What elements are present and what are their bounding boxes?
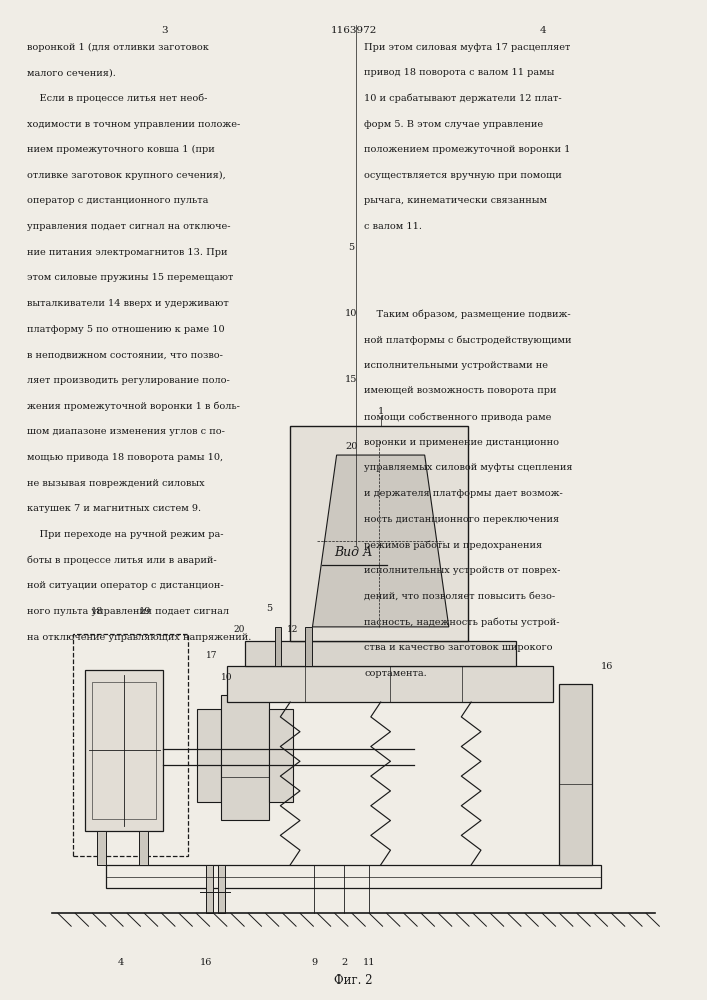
Text: режимов работы и предохранения: режимов работы и предохранения	[364, 540, 542, 550]
Bar	[106, 865, 601, 888]
Text: выталкиватели 14 вверх и удерживают: выталкиватели 14 вверх и удерживают	[28, 299, 229, 308]
Bar	[85, 670, 163, 831]
Text: Таким образом, размещение подвиж-: Таким образом, размещение подвиж-	[364, 309, 571, 319]
Text: не вызывая повреждений силовых: не вызывая повреждений силовых	[28, 479, 205, 488]
Text: дений, что позволяет повысить безо-: дений, что позволяет повысить безо-	[364, 592, 555, 601]
Bar	[559, 684, 592, 865]
Bar	[269, 709, 293, 802]
Text: 1: 1	[378, 407, 384, 416]
Text: При этом силовая муфта 17 расцепляет: При этом силовая муфта 17 расцепляет	[364, 43, 571, 52]
Text: 18: 18	[91, 607, 103, 616]
Text: и держателя платформы дает возмож-: и держателя платформы дает возмож-	[364, 489, 563, 498]
Text: помощи собственного привода раме: помощи собственного привода раме	[364, 412, 551, 422]
Text: воронкой 1 (для отливки заготовок: воронкой 1 (для отливки заготовок	[28, 43, 209, 52]
Text: на отключение управляющих напряжений.: на отключение управляющих напряжений.	[28, 633, 252, 642]
Text: ной платформы с быстродействующими: ной платформы с быстродействующими	[364, 335, 571, 345]
Text: 3: 3	[160, 26, 168, 35]
Text: положением промежуточной воронки 1: положением промежуточной воронки 1	[364, 145, 571, 154]
Text: исполнительными устройствами не: исполнительными устройствами не	[364, 361, 548, 370]
Bar	[290, 426, 468, 641]
Text: управления подает сигнал на отключе-: управления подает сигнал на отключе-	[28, 222, 230, 231]
Text: 2: 2	[341, 958, 348, 967]
Text: жения промежуточной воронки 1 в боль-: жения промежуточной воронки 1 в боль-	[28, 402, 240, 411]
Text: воронки и применение дистанционно: воронки и применение дистанционно	[364, 438, 559, 447]
Text: исполнительных устройств от поврех-: исполнительных устройств от поврех-	[364, 566, 561, 575]
Bar	[305, 627, 312, 666]
Text: этом силовые пружины 15 перемещают: этом силовые пружины 15 перемещают	[28, 273, 234, 282]
Text: 10: 10	[221, 673, 233, 682]
Text: мощью привода 18 поворота рамы 10,: мощью привода 18 поворота рамы 10,	[28, 453, 223, 462]
Text: оператор с дистанционного пульта: оператор с дистанционного пульта	[28, 196, 209, 205]
Bar	[227, 666, 553, 702]
Text: отливке заготовок крупного сечения),: отливке заготовок крупного сечения),	[28, 171, 226, 180]
Text: ного пульта управления подает сигнал: ного пульта управления подает сигнал	[28, 607, 229, 616]
Text: 19: 19	[139, 607, 151, 616]
Text: платформу 5 по отношению к раме 10: платформу 5 по отношению к раме 10	[28, 325, 225, 334]
Text: 20: 20	[345, 442, 358, 451]
Text: 5: 5	[349, 243, 354, 252]
Polygon shape	[312, 455, 449, 627]
Text: катушек 7 и магнитных систем 9.: катушек 7 и магнитных систем 9.	[28, 504, 201, 513]
Bar	[275, 627, 281, 666]
Text: ной ситуации оператор с дистанцион-: ной ситуации оператор с дистанцион-	[28, 581, 224, 590]
Text: 10 и срабатывают держатели 12 плат-: 10 и срабатывают держатели 12 плат-	[364, 94, 561, 103]
Text: форм 5. В этом случае управление: форм 5. В этом случае управление	[364, 120, 543, 129]
Text: ходимости в точном управлении положе-: ходимости в точном управлении положе-	[28, 120, 240, 129]
Text: 4: 4	[539, 26, 547, 35]
Bar	[197, 709, 221, 802]
Text: привод 18 поворота с валом 11 рамы: привод 18 поворота с валом 11 рамы	[364, 68, 554, 77]
Bar	[92, 682, 156, 819]
Text: пасность, надежность работы устрой-: пасность, надежность работы устрой-	[364, 617, 559, 627]
Text: 11: 11	[362, 958, 375, 967]
Text: ние питания электромагнитов 13. При: ние питания электромагнитов 13. При	[28, 248, 228, 257]
Text: управляемых силовой муфты сцепления: управляемых силовой муфты сцепления	[364, 463, 573, 472]
Bar	[218, 865, 225, 913]
Text: 10: 10	[345, 309, 358, 318]
Text: 12: 12	[287, 625, 298, 634]
Text: 20: 20	[233, 625, 245, 634]
Text: малого сечения).: малого сечения).	[28, 68, 116, 77]
Bar	[97, 831, 106, 865]
Text: Если в процессе литья нет необ-: Если в процессе литья нет необ-	[28, 94, 208, 103]
Text: 16: 16	[199, 958, 212, 967]
Text: сортамента.: сортамента.	[364, 669, 427, 678]
Text: При переходе на ручной режим ра-: При переходе на ручной режим ра-	[28, 530, 224, 539]
Text: в неподвижном состоянии, что позво-: в неподвижном состоянии, что позво-	[28, 350, 223, 359]
Text: ства и качество заготовок широкого: ства и качество заготовок широкого	[364, 643, 553, 652]
Text: с валом 11.: с валом 11.	[364, 222, 422, 231]
Text: 16: 16	[601, 662, 613, 671]
Text: осуществляется вручную при помощи: осуществляется вручную при помощи	[364, 171, 562, 180]
Bar	[221, 695, 269, 820]
Text: 4: 4	[118, 958, 124, 967]
Bar	[245, 641, 516, 666]
Text: Фиг. 2: Фиг. 2	[334, 974, 373, 987]
Text: рычага, кинематически связанным: рычага, кинематически связанным	[364, 196, 547, 205]
Text: ляет производить регулирование поло-: ляет производить регулирование поло-	[28, 376, 230, 385]
Text: Вид А: Вид А	[334, 546, 373, 559]
Text: 9: 9	[311, 958, 317, 967]
Text: боты в процессе литья или в аварий-: боты в процессе литья или в аварий-	[28, 556, 217, 565]
Text: нием промежуточного ковша 1 (при: нием промежуточного ковша 1 (при	[28, 145, 215, 154]
Text: 5: 5	[266, 604, 272, 613]
Text: 17: 17	[206, 651, 218, 660]
Bar	[139, 831, 148, 865]
Bar	[206, 865, 213, 913]
Bar	[73, 634, 187, 856]
Text: имеющей возможность поворота при: имеющей возможность поворота при	[364, 386, 556, 395]
Text: 15: 15	[345, 375, 358, 384]
Text: ность дистанционного переключения: ность дистанционного переключения	[364, 515, 559, 524]
Text: шом диапазоне изменения углов с по-: шом диапазоне изменения углов с по-	[28, 427, 226, 436]
Text: 1163972: 1163972	[330, 26, 377, 35]
